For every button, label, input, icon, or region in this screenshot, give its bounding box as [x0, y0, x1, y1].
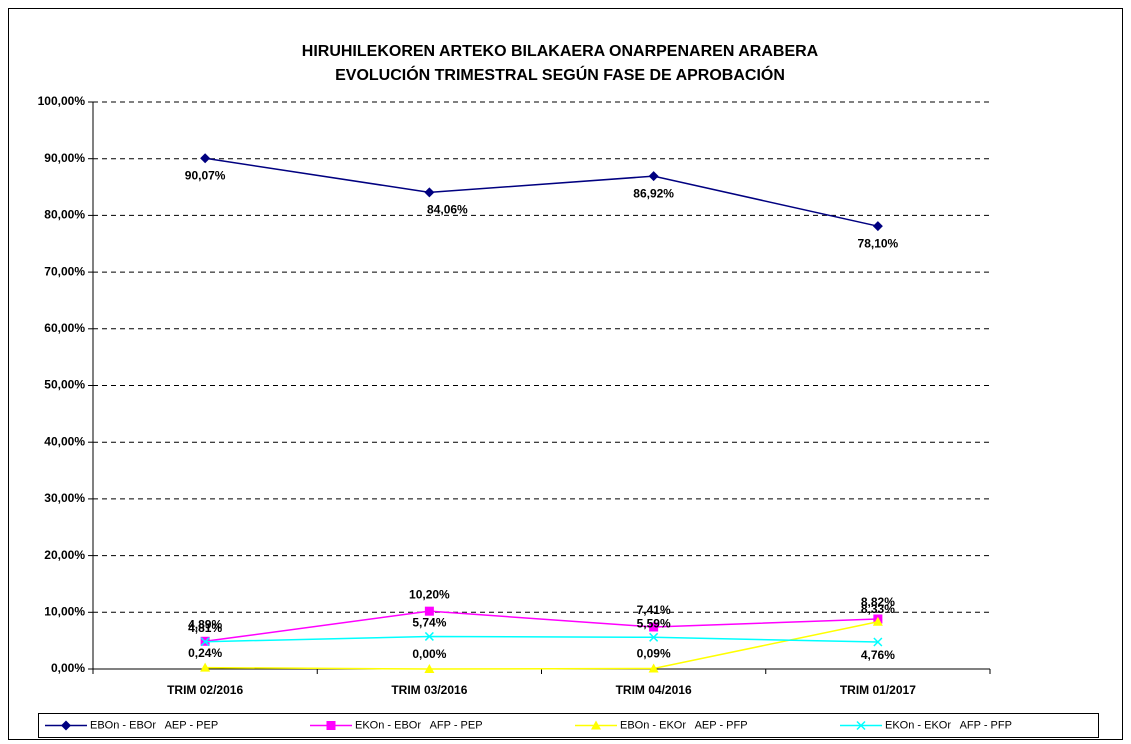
legend-label: EKOn - EBOr AFP - PEP	[355, 719, 483, 731]
data-label: 10,20%	[409, 587, 450, 601]
marker	[648, 663, 659, 673]
y-tick-label: 80,00%	[44, 208, 85, 222]
chart-border	[8, 8, 1123, 740]
data-label: 7,41%	[637, 603, 671, 617]
y-tick-label: 0,00%	[51, 661, 85, 675]
legend-label: EBOn - EKOr AEP - PFP	[620, 719, 748, 731]
data-label: 4,81%	[188, 621, 222, 635]
y-tick-label: 40,00%	[44, 434, 85, 448]
marker	[856, 720, 866, 731]
y-tick-label: 70,00%	[44, 264, 85, 278]
data-label: 86,92%	[633, 186, 674, 200]
marker	[424, 606, 434, 616]
series-line	[205, 157, 879, 227]
data-label: 84,06%	[427, 203, 468, 217]
y-tick-label: 10,00%	[44, 604, 85, 618]
series-line	[205, 635, 878, 643]
legend-label: EBOn - EBOr AEP - PEP	[90, 719, 218, 731]
data-label: 0,24%	[188, 646, 222, 660]
data-label: 4,76%	[861, 648, 895, 662]
data-label: 5,74%	[412, 616, 446, 630]
x-tick-label: TRIM 03/2016	[391, 683, 467, 697]
marker	[649, 622, 659, 632]
data-label: 8,82%	[861, 595, 895, 609]
marker	[200, 153, 211, 164]
series-line	[205, 621, 879, 670]
marker	[326, 721, 336, 730]
marker	[200, 637, 210, 647]
data-label: 90,07%	[185, 168, 226, 182]
data-label: 4,89%	[188, 617, 222, 631]
y-tick-label: 60,00%	[44, 321, 85, 335]
data-label: 0,09%	[637, 647, 671, 661]
marker	[872, 616, 883, 626]
x-tick-label: TRIM 02/2016	[167, 683, 243, 697]
y-tick-label: 30,00%	[44, 491, 85, 505]
data-label: 8,33%	[861, 602, 895, 616]
data-label: 5,59%	[637, 616, 671, 630]
series-line	[205, 610, 878, 643]
marker	[424, 631, 434, 641]
legend-label: EKOn - EKOr AFP - PFP	[885, 719, 1012, 731]
marker	[591, 720, 601, 730]
data-label: 0,00%	[412, 647, 446, 661]
marker	[424, 187, 435, 198]
x-tick-label: TRIM 01/2017	[840, 683, 916, 697]
y-tick-label: 20,00%	[44, 548, 85, 562]
marker	[424, 664, 435, 673]
chart-subtitle: EVOLUCIÓN TRIMESTRAL SEGÚN FASE DE APROB…	[335, 65, 785, 84]
legend-box	[38, 713, 1099, 738]
data-label: 78,10%	[858, 236, 899, 250]
y-tick-label: 90,00%	[44, 151, 85, 165]
chart-title: HIRUHILEKOREN ARTEKO BILAKAERA ONARPENAR…	[302, 43, 819, 60]
marker	[873, 637, 883, 647]
y-tick-label: 100,00%	[38, 94, 86, 108]
y-tick-label: 50,00%	[44, 378, 85, 392]
x-tick-label: TRIM 04/2016	[616, 683, 692, 697]
marker	[649, 632, 659, 642]
marker	[200, 662, 211, 672]
marker	[61, 720, 71, 731]
marker	[648, 171, 659, 182]
marker	[872, 221, 883, 232]
